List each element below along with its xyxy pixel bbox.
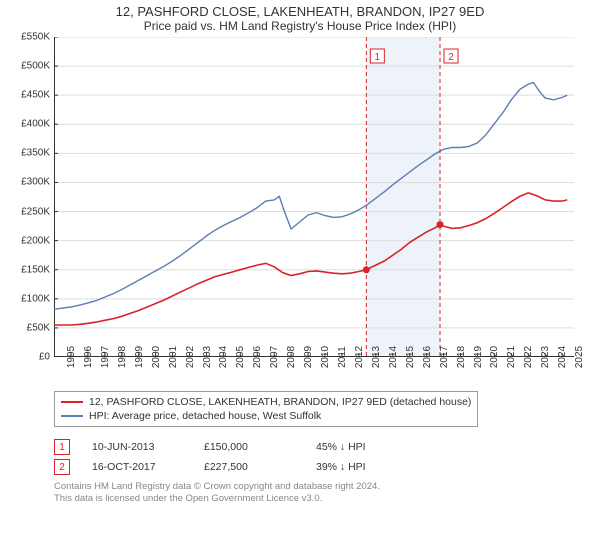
y-tick-label: £350K xyxy=(21,148,50,159)
footer-line-1: Contains HM Land Registry data © Crown c… xyxy=(54,481,588,493)
x-tick-label: 2011 xyxy=(337,346,348,368)
x-tick-label: 2008 xyxy=(286,346,297,368)
y-tick-label: £450K xyxy=(21,90,50,101)
x-tick-label: 2009 xyxy=(303,346,314,368)
x-tick-label: 1997 xyxy=(100,346,111,368)
x-tick-label: 2000 xyxy=(151,346,162,368)
x-tick-label: 2021 xyxy=(506,346,517,368)
x-tick-label: 2013 xyxy=(371,346,382,368)
chart-svg: 12 xyxy=(54,37,574,357)
legend-label: 12, PASHFORD CLOSE, LAKENHEATH, BRANDON,… xyxy=(89,395,471,409)
x-tick-label: 2007 xyxy=(269,346,280,368)
x-tick-label: 2016 xyxy=(422,346,433,368)
event-marker-icon: 1 xyxy=(54,439,70,455)
x-tick-label: 2006 xyxy=(252,346,263,368)
event-marker-icon: 2 xyxy=(54,459,70,475)
x-tick-label: 2023 xyxy=(540,346,551,368)
chart-area: 12 £0£50K£100K£150K£200K£250K£300K£350K£… xyxy=(54,37,574,357)
event-row: 2 16-OCT-2017 £227,500 39% ↓ HPI xyxy=(54,459,588,475)
x-tick-label: 2005 xyxy=(235,346,246,368)
legend-swatch xyxy=(61,415,83,417)
footer-attribution: Contains HM Land Registry data © Crown c… xyxy=(54,481,588,505)
y-tick-label: £400K xyxy=(21,119,50,130)
y-tick-label: £100K xyxy=(21,293,50,304)
y-tick-label: £500K xyxy=(21,61,50,72)
x-tick-label: 2024 xyxy=(557,346,568,368)
y-tick-label: £550K xyxy=(21,32,50,43)
event-date: 10-JUN-2013 xyxy=(92,441,182,453)
x-tick-label: 2018 xyxy=(456,346,467,368)
x-tick-label: 1995 xyxy=(66,346,77,368)
x-tick-label: 1996 xyxy=(83,346,94,368)
chart-subtitle: Price paid vs. HM Land Registry's House … xyxy=(12,19,588,33)
events-table: 1 10-JUN-2013 £150,000 45% ↓ HPI 2 16-OCT-201… xyxy=(54,439,588,475)
x-tick-label: 2020 xyxy=(489,346,500,368)
event-date: 16-OCT-2017 xyxy=(92,461,182,473)
y-tick-label: £200K xyxy=(21,235,50,246)
event-price: £227,500 xyxy=(204,461,294,473)
legend-row: HPI: Average price, detached house, West… xyxy=(61,409,471,423)
chart-title: 12, PASHFORD CLOSE, LAKENHEATH, BRANDON,… xyxy=(12,4,588,19)
svg-text:2: 2 xyxy=(448,52,454,63)
legend-label: HPI: Average price, detached house, West… xyxy=(89,409,321,423)
x-tick-label: 2025 xyxy=(574,346,585,368)
x-tick-label: 2015 xyxy=(405,346,416,368)
x-tick-label: 2012 xyxy=(354,346,365,368)
y-tick-label: £300K xyxy=(21,177,50,188)
legend-swatch xyxy=(61,401,83,403)
y-tick-label: £50K xyxy=(27,322,50,333)
x-tick-label: 2010 xyxy=(320,346,331,368)
legend-row: 12, PASHFORD CLOSE, LAKENHEATH, BRANDON,… xyxy=(61,395,471,409)
legend-box: 12, PASHFORD CLOSE, LAKENHEATH, BRANDON,… xyxy=(54,391,478,427)
x-tick-label: 1999 xyxy=(134,346,145,368)
x-tick-label: 2002 xyxy=(185,346,196,368)
footer-line-2: This data is licensed under the Open Gov… xyxy=(54,493,588,505)
x-tick-label: 2022 xyxy=(523,346,534,368)
event-price: £150,000 xyxy=(204,441,294,453)
x-tick-label: 2019 xyxy=(473,346,484,368)
y-tick-label: £150K xyxy=(21,264,50,275)
x-tick-label: 2001 xyxy=(168,346,179,368)
y-tick-label: £0 xyxy=(39,352,50,363)
event-row: 1 10-JUN-2013 £150,000 45% ↓ HPI xyxy=(54,439,588,455)
x-tick-label: 2017 xyxy=(439,346,450,368)
y-tick-label: £250K xyxy=(21,206,50,217)
event-delta: 45% ↓ HPI xyxy=(316,441,366,453)
event-delta: 39% ↓ HPI xyxy=(316,461,366,473)
x-tick-label: 1998 xyxy=(117,346,128,368)
x-tick-label: 2004 xyxy=(218,346,229,368)
x-tick-label: 2003 xyxy=(202,346,213,368)
svg-text:1: 1 xyxy=(375,52,381,63)
x-tick-label: 2014 xyxy=(388,346,399,368)
